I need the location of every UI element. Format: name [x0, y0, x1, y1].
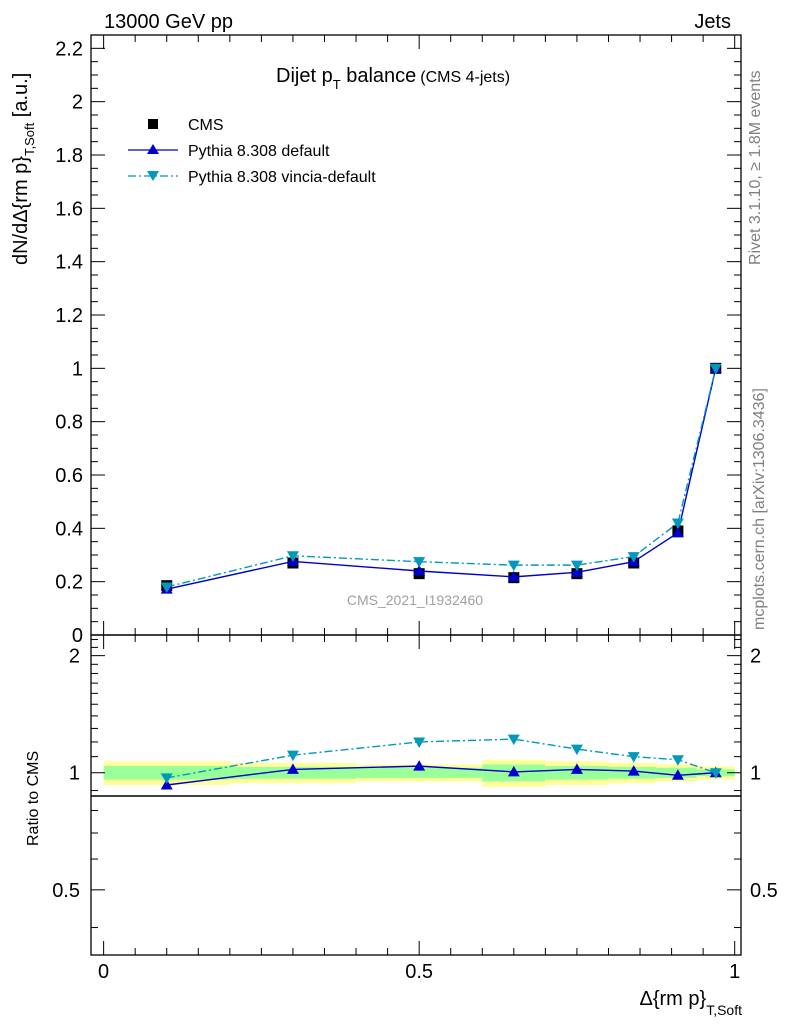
ratio-y-ticks: 0.5 0.5 1 1 2 2 [52, 639, 778, 929]
title-rest: balance [341, 65, 417, 87]
ylabel-main: dN/dΔ{rm p} [10, 156, 32, 265]
ratio-point-pythia-8-308-vincia-default [671, 755, 684, 766]
ratio-line-pythia-8-308-default [166, 765, 716, 786]
main-point-pythia-8-308-default [671, 526, 684, 538]
main-y-tick-label: 1.2 [55, 305, 83, 327]
ratio-point-pythia-8-308-default [570, 763, 583, 774]
ratio-point-pythia-8-308-default [671, 769, 684, 780]
ratio-line-pythia-8-308-vincia-default [166, 738, 716, 779]
process-label: Jets [694, 11, 731, 33]
main-line-pythia-8-308-vincia-default [166, 368, 717, 588]
watermark: CMS_2021_I1932460 [347, 592, 483, 608]
ratio-y-tick-label-right: 0.5 [750, 880, 778, 902]
legend-default-label: Pythia 8.308 default [188, 143, 330, 160]
x-tick-label: 0.5 [405, 961, 433, 983]
legend-item-cms: CMS [148, 117, 224, 134]
ratio-point-pythia-8-308-vincia-default [507, 734, 520, 746]
ratio-y-axis-label: Ratio to CMS [25, 751, 42, 846]
ylabel-sub: T,Soft [22, 122, 37, 156]
title-small: (CMS 4-jets) [420, 69, 510, 86]
legend-default-marker [147, 144, 159, 154]
main-point-pythia-8-308-default [413, 565, 426, 576]
main-point-pythia-8-308-default [570, 566, 583, 577]
main-point-pythia-8-308-vincia-default [709, 363, 722, 375]
main-point-pythia-8-308-vincia-default [570, 560, 583, 572]
ratio-panel: 0.5 0.51 12 2 0 0.5 1 Ratio to CMS Δ{rm p}T,S… [25, 634, 778, 1018]
main-panel: 0 0.2 0.4 0.6 0.8 1 1.2 1.4 1.6 1.8 2 2.2 Dijet pT … [10, 34, 742, 647]
main-point-pythia-8-308-vincia-default [671, 518, 684, 529]
main-point-pythia-8-308-vincia-default [160, 582, 173, 593]
main-y-tick-label: 1.8 [55, 145, 83, 167]
legend-vincia-marker [147, 171, 159, 181]
main-point-pythia-8-308-vincia-default [286, 551, 299, 562]
title-main: Dijet p [276, 65, 333, 87]
legend: CMS Pythia 8.308 default Pythia 8.308 vi… [128, 117, 376, 186]
ratio-inner-band [356, 767, 483, 778]
x-axis-label: Δ{rm p}T,Soft [639, 988, 742, 1018]
main-point-pythia-8-308-vincia-default [507, 560, 520, 572]
ratio-point-pythia-8-308-vincia-default [709, 768, 722, 779]
main-y-tick-label: 0.8 [55, 412, 83, 434]
legend-item-pythia-vincia: Pythia 8.308 vincia-default [128, 169, 376, 186]
ratio-point-pythia-8-308-vincia-default [413, 737, 426, 748]
main-line-pythia-8-308-default [166, 368, 717, 590]
ratio-point-pythia-8-308-default [627, 765, 640, 776]
ratio-inner-band [103, 766, 230, 780]
ratio-y-tick-label-right: 1 [750, 763, 761, 785]
main-y-axis-label: dN/dΔ{rm p}T,Soft [a.u.] [10, 73, 37, 265]
ratio-point-pythia-8-308-default [507, 765, 520, 777]
main-y-tick-label: 1.6 [55, 198, 83, 220]
ratio-point-pythia-8-308-vincia-default [160, 773, 173, 784]
main-series [160, 362, 722, 594]
main-x-ticks [103, 35, 736, 635]
ratio-point-pythia-8-308-default [160, 779, 173, 790]
ratio-panel-frame [90, 634, 742, 956]
ratio-y-tick-label: 0.5 [52, 880, 80, 902]
main-y-ticks: 0 0.2 0.4 0.6 0.8 1 1.2 1.4 1.6 1.8 2 2.2 [55, 38, 741, 647]
legend-cms-label: CMS [188, 117, 224, 134]
ratio-y-tick-label-right: 2 [750, 646, 761, 668]
xlabel-main: Δ{rm p} [639, 988, 706, 1010]
legend-cms-marker [148, 119, 158, 129]
main-y-tick-label: 0.6 [55, 465, 83, 487]
chart-title: Dijet pT balance (CMS 4-jets) [276, 65, 510, 92]
main-y-tick-label: 2.2 [55, 38, 83, 60]
main-y-tick-label: 2 [72, 92, 83, 114]
ratio-point-pythia-8-308-vincia-default [286, 750, 299, 762]
x-tick-label: 1 [729, 961, 740, 983]
title-sub: T [333, 77, 341, 92]
ratio-x-ticks: 0 0.5 1 [98, 635, 740, 983]
main-point-pythia-8-308-vincia-default [413, 557, 426, 568]
main-point-pythia-8-308-default [507, 570, 520, 582]
ratio-point-pythia-8-308-vincia-default [570, 744, 583, 756]
rivet-label: Rivet 3.1.10, ≥ 1.8M events [747, 70, 764, 265]
legend-vincia-label: Pythia 8.308 vincia-default [188, 169, 376, 186]
ratio-y-tick-label: 2 [69, 646, 80, 668]
main-y-tick-label: 0 [72, 625, 83, 647]
main-y-tick-label: 0.2 [55, 572, 83, 594]
main-y-tick-label: 1.4 [55, 252, 83, 274]
ratio-point-pythia-8-308-default [286, 763, 299, 774]
legend-item-pythia-default: Pythia 8.308 default [128, 143, 330, 160]
ratio-y-tick-label: 1 [69, 763, 80, 785]
main-y-tick-label: 1 [72, 358, 83, 380]
ratio-point-pythia-8-308-default [413, 760, 426, 771]
ratio-point-pythia-8-308-vincia-default [627, 752, 640, 763]
ylabel-unit: [a.u.] [10, 73, 32, 123]
ratio-series [160, 734, 722, 790]
mcplots-label: mcplots.cern.ch [arXiv:1306.3436] [751, 388, 768, 630]
x-tick-label: 0 [98, 961, 109, 983]
main-y-tick-label: 0.4 [55, 518, 83, 540]
energy-label: 13000 GeV pp [104, 11, 233, 33]
xlabel-sub: T,Soft [706, 1002, 742, 1018]
main-point-pythia-8-308-vincia-default [627, 552, 640, 563]
